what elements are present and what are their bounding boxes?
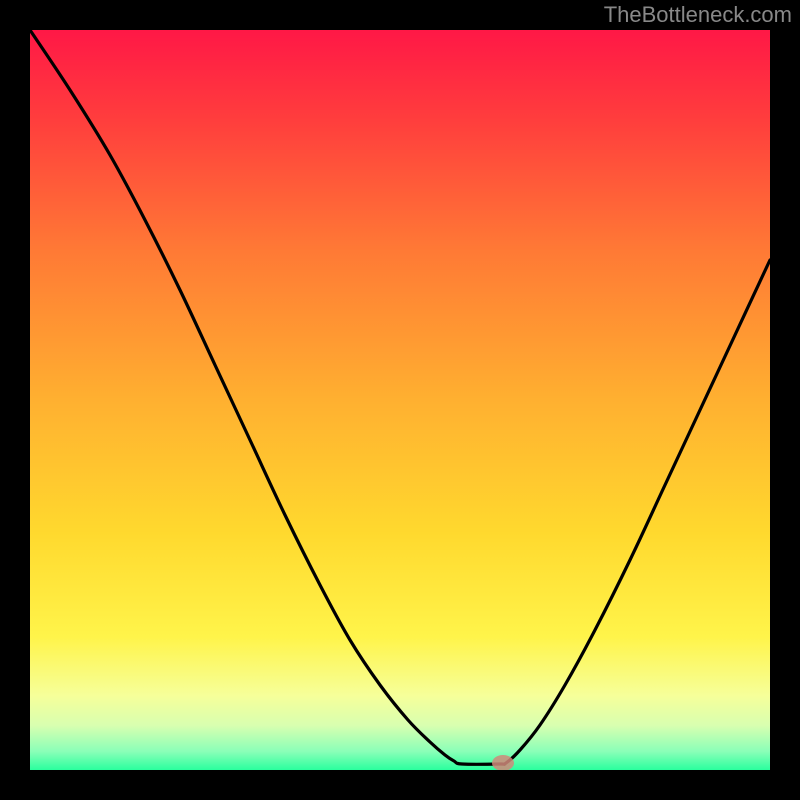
frame-right <box>770 0 800 800</box>
chart-svg <box>30 30 770 770</box>
frame-left <box>0 0 30 800</box>
chart-plot-area <box>30 30 770 770</box>
watermark-text: TheBottleneck.com <box>604 2 792 28</box>
chart-background <box>30 30 770 770</box>
frame-bottom <box>0 770 800 800</box>
